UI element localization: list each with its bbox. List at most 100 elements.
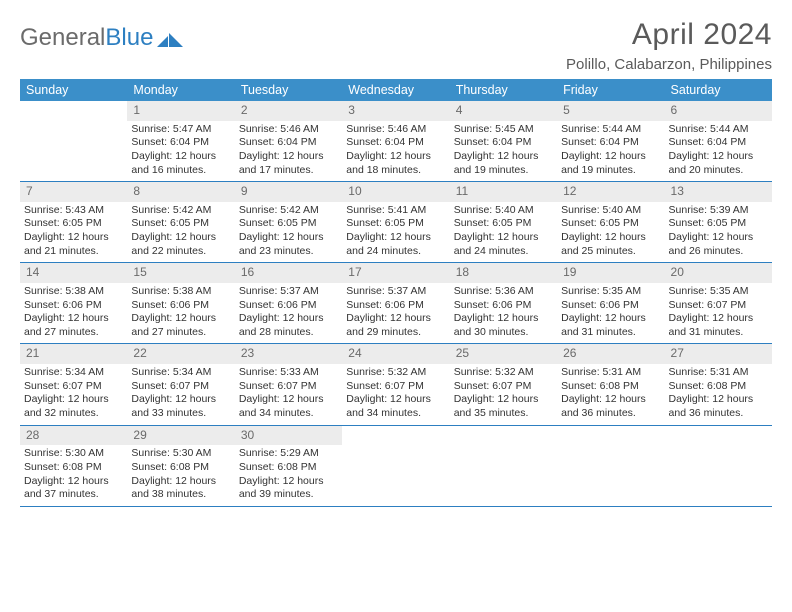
day-info-line: Sunrise: 5:44 AM	[561, 123, 660, 137]
day-info-line: Sunset: 6:04 PM	[669, 136, 768, 150]
day-cell: 3Sunrise: 5:46 AMSunset: 6:04 PMDaylight…	[342, 101, 449, 181]
week-row: 21Sunrise: 5:34 AMSunset: 6:07 PMDayligh…	[20, 344, 772, 425]
day-info-line: and 36 minutes.	[669, 407, 768, 421]
day-info-line: Sunrise: 5:31 AM	[669, 366, 768, 380]
day-info-line: Sunset: 6:08 PM	[24, 461, 123, 475]
day-number: 5	[557, 101, 664, 121]
day-info-line: Daylight: 12 hours	[24, 393, 123, 407]
day-info-line: Daylight: 12 hours	[24, 312, 123, 326]
day-info-line: and 16 minutes.	[131, 164, 230, 178]
day-number: 16	[235, 263, 342, 283]
day-cell: 15Sunrise: 5:38 AMSunset: 6:06 PMDayligh…	[127, 263, 234, 343]
day-cell: 30Sunrise: 5:29 AMSunset: 6:08 PMDayligh…	[235, 426, 342, 506]
day-number: 12	[557, 182, 664, 202]
day-number: 24	[342, 344, 449, 364]
day-number: 15	[127, 263, 234, 283]
day-cell	[557, 426, 664, 506]
day-number: 1	[127, 101, 234, 121]
day-info-line: and 33 minutes.	[131, 407, 230, 421]
day-info-line: Sunrise: 5:30 AM	[24, 447, 123, 461]
day-info-line: and 25 minutes.	[561, 245, 660, 259]
day-cell: 10Sunrise: 5:41 AMSunset: 6:05 PMDayligh…	[342, 182, 449, 262]
day-body: Sunrise: 5:37 AMSunset: 6:06 PMDaylight:…	[342, 283, 449, 344]
day-number: 8	[127, 182, 234, 202]
day-info-line: Daylight: 12 hours	[454, 231, 553, 245]
day-info-line: and 30 minutes.	[454, 326, 553, 340]
day-number: 30	[235, 426, 342, 446]
day-body: Sunrise: 5:37 AMSunset: 6:06 PMDaylight:…	[235, 283, 342, 344]
day-info-line: Daylight: 12 hours	[561, 393, 660, 407]
day-info-line: Sunrise: 5:40 AM	[561, 204, 660, 218]
day-info-line: Sunrise: 5:40 AM	[454, 204, 553, 218]
day-info-line: Daylight: 12 hours	[24, 475, 123, 489]
day-info-line: Sunrise: 5:32 AM	[346, 366, 445, 380]
day-info-line: Sunrise: 5:47 AM	[131, 123, 230, 137]
day-info-line: and 35 minutes.	[454, 407, 553, 421]
day-info-line: Sunrise: 5:37 AM	[346, 285, 445, 299]
week-row: 1Sunrise: 5:47 AMSunset: 6:04 PMDaylight…	[20, 101, 772, 182]
day-cell: 20Sunrise: 5:35 AMSunset: 6:07 PMDayligh…	[665, 263, 772, 343]
day-body: Sunrise: 5:31 AMSunset: 6:08 PMDaylight:…	[557, 364, 664, 425]
day-cell: 9Sunrise: 5:42 AMSunset: 6:05 PMDaylight…	[235, 182, 342, 262]
dow-cell: Tuesday	[235, 79, 342, 101]
day-body: Sunrise: 5:30 AMSunset: 6:08 PMDaylight:…	[20, 445, 127, 506]
day-info-line: Sunrise: 5:34 AM	[131, 366, 230, 380]
day-body	[665, 445, 772, 451]
day-info-line: Sunrise: 5:43 AM	[24, 204, 123, 218]
day-info-line: and 37 minutes.	[24, 488, 123, 502]
day-info-line: Sunset: 6:07 PM	[24, 380, 123, 394]
day-number: 11	[450, 182, 557, 202]
day-cell: 7Sunrise: 5:43 AMSunset: 6:05 PMDaylight…	[20, 182, 127, 262]
day-info-line: Sunrise: 5:34 AM	[24, 366, 123, 380]
day-body: Sunrise: 5:42 AMSunset: 6:05 PMDaylight:…	[235, 202, 342, 263]
day-info-line: Daylight: 12 hours	[239, 312, 338, 326]
day-info-line: and 27 minutes.	[24, 326, 123, 340]
day-info-line: Daylight: 12 hours	[239, 393, 338, 407]
day-info-line: Daylight: 12 hours	[669, 150, 768, 164]
day-info-line: Sunrise: 5:38 AM	[131, 285, 230, 299]
day-cell: 18Sunrise: 5:36 AMSunset: 6:06 PMDayligh…	[450, 263, 557, 343]
day-info-line: Sunrise: 5:39 AM	[669, 204, 768, 218]
day-number: 28	[20, 426, 127, 446]
day-cell: 2Sunrise: 5:46 AMSunset: 6:04 PMDaylight…	[235, 101, 342, 181]
day-body: Sunrise: 5:38 AMSunset: 6:06 PMDaylight:…	[127, 283, 234, 344]
day-info-line: Sunrise: 5:35 AM	[561, 285, 660, 299]
day-info-line: and 24 minutes.	[454, 245, 553, 259]
day-info-line: Sunrise: 5:31 AM	[561, 366, 660, 380]
day-number: 21	[20, 344, 127, 364]
calendar: SundayMondayTuesdayWednesdayThursdayFrid…	[20, 79, 772, 507]
day-body: Sunrise: 5:46 AMSunset: 6:04 PMDaylight:…	[235, 121, 342, 182]
day-cell: 19Sunrise: 5:35 AMSunset: 6:06 PMDayligh…	[557, 263, 664, 343]
day-cell: 12Sunrise: 5:40 AMSunset: 6:05 PMDayligh…	[557, 182, 664, 262]
day-cell: 27Sunrise: 5:31 AMSunset: 6:08 PMDayligh…	[665, 344, 772, 424]
day-number: 10	[342, 182, 449, 202]
day-info-line: Sunrise: 5:41 AM	[346, 204, 445, 218]
day-body: Sunrise: 5:34 AMSunset: 6:07 PMDaylight:…	[127, 364, 234, 425]
day-info-line: Daylight: 12 hours	[239, 150, 338, 164]
day-info-line: Sunset: 6:08 PM	[669, 380, 768, 394]
day-info-line: Sunset: 6:07 PM	[346, 380, 445, 394]
day-info-line: Daylight: 12 hours	[561, 150, 660, 164]
day-info-line: Daylight: 12 hours	[131, 475, 230, 489]
day-info-line: Daylight: 12 hours	[239, 231, 338, 245]
day-info-line: and 34 minutes.	[346, 407, 445, 421]
day-body: Sunrise: 5:42 AMSunset: 6:05 PMDaylight:…	[127, 202, 234, 263]
day-info-line: and 22 minutes.	[131, 245, 230, 259]
day-number: 9	[235, 182, 342, 202]
week-row: 14Sunrise: 5:38 AMSunset: 6:06 PMDayligh…	[20, 263, 772, 344]
day-number: 22	[127, 344, 234, 364]
day-info-line: Sunset: 6:05 PM	[131, 217, 230, 231]
day-cell	[665, 426, 772, 506]
day-cell	[342, 426, 449, 506]
logo-text-2: Blue	[105, 24, 153, 52]
day-number: 19	[557, 263, 664, 283]
dow-cell: Friday	[557, 79, 664, 101]
day-info-line: Sunset: 6:07 PM	[131, 380, 230, 394]
day-number: 25	[450, 344, 557, 364]
day-info-line: Sunset: 6:08 PM	[239, 461, 338, 475]
day-info-line: Sunset: 6:06 PM	[346, 299, 445, 313]
day-info-line: and 29 minutes.	[346, 326, 445, 340]
day-body	[450, 445, 557, 451]
day-body	[557, 445, 664, 451]
logo-icon	[157, 29, 183, 47]
